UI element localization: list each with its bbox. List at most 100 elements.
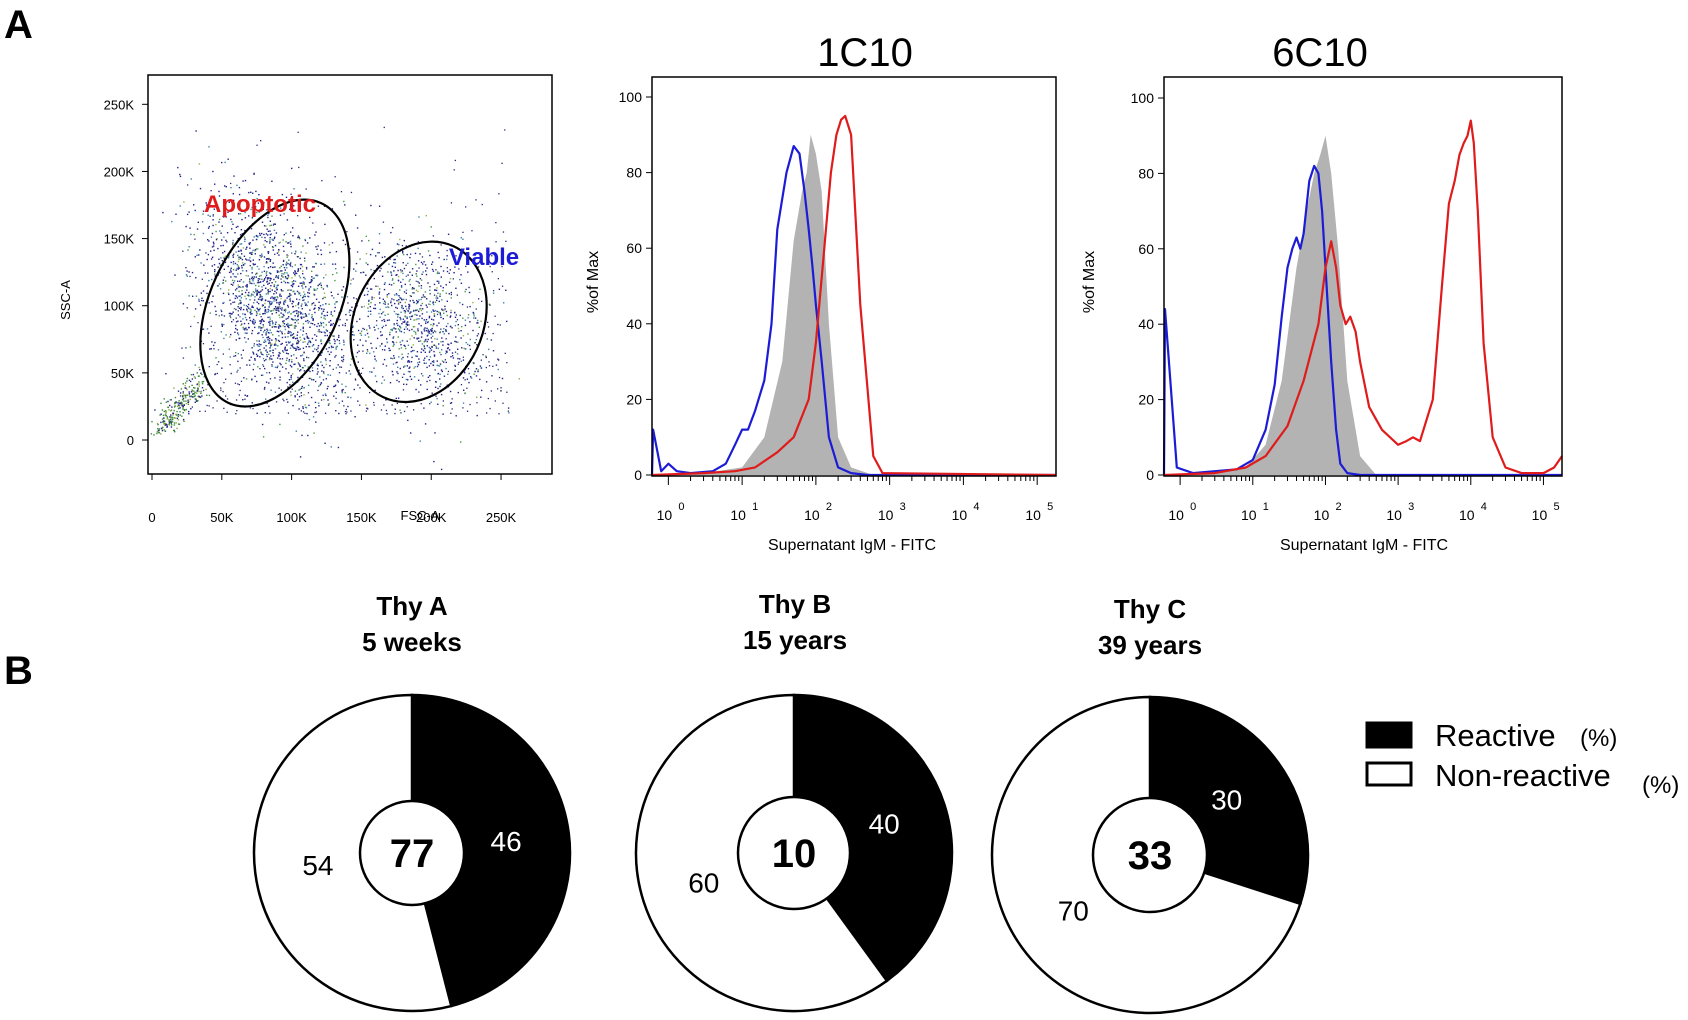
scatter-dot xyxy=(229,315,231,317)
scatter-dot xyxy=(362,271,365,274)
scatter-dot xyxy=(286,349,288,351)
scatter-dot xyxy=(401,270,403,272)
scatter-dot xyxy=(276,207,278,210)
scatter-dot xyxy=(399,301,402,304)
scatter-dot xyxy=(286,357,288,359)
x-tick-label-base: 10 xyxy=(1314,507,1330,523)
scatter-dot xyxy=(302,327,304,330)
scatter-dot xyxy=(177,423,180,425)
scatter-dot xyxy=(346,296,349,298)
scatter-dot xyxy=(445,361,447,364)
scatter-dot xyxy=(446,314,448,317)
scatter-dot xyxy=(374,355,376,358)
scatter-dot xyxy=(319,376,321,378)
scatter-dot xyxy=(239,295,242,297)
scatter-dot xyxy=(223,216,225,218)
scatter-dot xyxy=(268,321,270,323)
scatter-dot xyxy=(450,202,453,204)
scatter-dot xyxy=(286,254,288,256)
scatter-dot xyxy=(318,309,320,311)
scatter-dot xyxy=(244,332,246,334)
scatter-dot xyxy=(402,389,405,391)
scatter-dot xyxy=(390,272,392,274)
scatter-dot xyxy=(397,397,400,399)
scatter-dot xyxy=(384,345,386,347)
scatter-dot xyxy=(270,389,272,391)
scatter-dots xyxy=(150,126,520,471)
scatter-dot xyxy=(234,355,237,357)
scatter-dot xyxy=(274,377,276,379)
scatter-dot xyxy=(324,412,327,414)
scatter-dot xyxy=(285,263,287,265)
scatter-dot xyxy=(170,418,172,420)
scatter-dot xyxy=(363,328,366,330)
scatter-dot xyxy=(244,329,246,331)
scatter-dot xyxy=(302,407,304,410)
scatter-dot xyxy=(469,403,471,406)
scatter-dot xyxy=(207,384,209,386)
scatter-dot xyxy=(467,333,469,335)
scatter-dot xyxy=(196,383,199,385)
scatter-dot xyxy=(506,391,508,393)
scatter-dot xyxy=(165,412,167,414)
scatter-dot xyxy=(351,334,354,336)
scatter-dot xyxy=(418,323,420,325)
scatter-dot xyxy=(242,313,244,315)
scatter-dot xyxy=(392,336,395,338)
scatter-dot xyxy=(382,298,384,300)
scatter-dot xyxy=(407,262,409,265)
scatter-dot xyxy=(210,236,213,238)
scatter-dot xyxy=(256,197,258,200)
scatter-dot xyxy=(284,325,286,328)
scatter-dot xyxy=(257,236,259,238)
scatter-dot xyxy=(282,313,284,316)
scatter-dot xyxy=(391,329,393,332)
scatter-dot xyxy=(389,333,391,336)
scatter-dot xyxy=(185,347,187,349)
scatter-dot xyxy=(236,264,238,266)
scatter-dot xyxy=(323,366,325,369)
scatter-dot xyxy=(231,228,233,230)
scatter-dot xyxy=(232,284,234,286)
scatter-dot xyxy=(160,427,163,429)
scatter-dot xyxy=(176,414,178,416)
scatter-dot xyxy=(262,203,264,206)
scatter-dot xyxy=(246,289,248,291)
scatter-dot xyxy=(287,277,290,279)
scatter-dot xyxy=(294,318,297,321)
scatter-dot xyxy=(153,434,155,436)
scatter-dot xyxy=(232,223,234,225)
scatter-dot xyxy=(424,357,426,359)
scatter-dot xyxy=(214,273,216,275)
scatter-dot xyxy=(441,337,443,339)
scatter-dot xyxy=(367,283,369,285)
scatter-dot xyxy=(430,323,432,326)
scatter-dot xyxy=(250,208,252,211)
scatter-dot xyxy=(161,409,164,411)
scatter-dot xyxy=(416,301,419,304)
scatter-dot xyxy=(251,272,253,274)
scatter-dot xyxy=(381,319,383,322)
scatter-dot xyxy=(315,263,317,265)
scatter-dot xyxy=(383,126,385,129)
scatter-dot xyxy=(173,406,176,408)
scatter-dot xyxy=(282,325,284,327)
scatter-dot xyxy=(208,366,210,368)
scatter-dot xyxy=(383,379,386,381)
scatter-dot xyxy=(285,232,287,234)
scatter-dot xyxy=(456,353,459,355)
scatter-dot xyxy=(311,361,313,364)
scatter-dot xyxy=(431,263,433,265)
scatter-dot xyxy=(325,363,327,366)
scatter-dot xyxy=(317,245,319,247)
scatter-dot xyxy=(208,332,210,334)
scatter-dot xyxy=(292,311,294,313)
scatter-dot xyxy=(291,252,293,254)
scatter-dot xyxy=(246,332,248,334)
scatter-dot xyxy=(182,392,184,394)
scatter-dot xyxy=(202,328,205,330)
scatter-dot xyxy=(310,280,312,283)
scatter-dot xyxy=(395,362,397,364)
scatter-dot xyxy=(234,331,236,333)
